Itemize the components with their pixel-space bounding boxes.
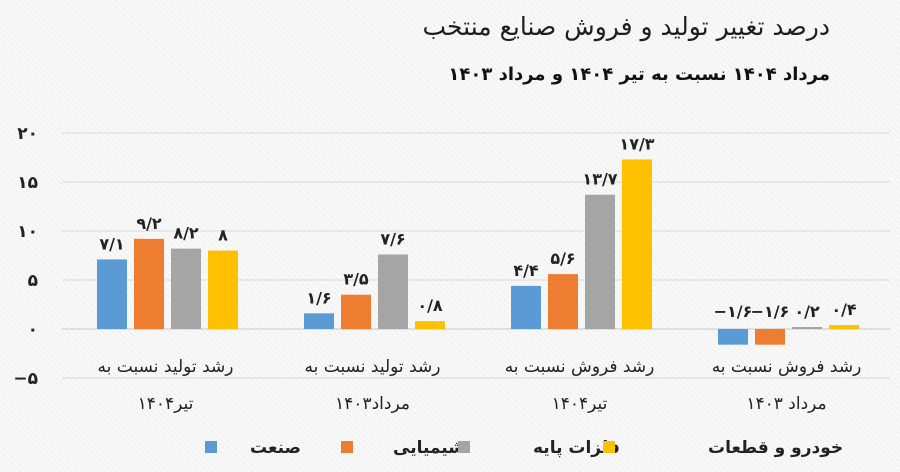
- legend-swatch-0: [205, 441, 217, 453]
- bar-0-2: [171, 248, 201, 329]
- legend-label: شیمیایی: [393, 438, 465, 458]
- data-label: ۱۳/۷: [582, 170, 617, 189]
- data-label: −۱/۶: [751, 302, 790, 321]
- legend-label: خودرو و قطعات: [708, 438, 843, 458]
- category-label-line1: رشد تولید نسبت به: [98, 357, 234, 377]
- bar-1-3: [415, 321, 445, 329]
- y-tick-label: ۵: [28, 271, 38, 291]
- bar-1-2: [378, 254, 408, 329]
- data-label: ۷/۶: [380, 230, 405, 249]
- category-label-line1: رشد تولید نسبت به: [305, 357, 441, 377]
- legend-swatch-3: [603, 441, 615, 453]
- bar-1-1: [341, 294, 371, 329]
- data-label: ۴/۴: [513, 261, 539, 280]
- legend-label: صنعت: [250, 438, 301, 458]
- y-tick-label: −۵: [13, 369, 38, 389]
- bar-2-0: [511, 285, 541, 329]
- category-label-line2: تیر۱۴۰۴: [552, 394, 608, 414]
- data-label: ۹/۲: [136, 214, 162, 233]
- category-label-line2: تیر۱۴۰۴: [138, 394, 194, 414]
- category-label-line1: رشد فروش نسبت به: [712, 357, 862, 377]
- data-label: ۵/۶: [550, 249, 575, 268]
- y-tick-label: ۱۵: [17, 173, 38, 193]
- bar-0-3: [208, 250, 238, 329]
- bar-3-2: [792, 327, 822, 329]
- bar-0-0: [97, 259, 127, 329]
- data-label: ۰/۴: [831, 300, 857, 319]
- category-label-line2: مرداد ۱۴۰۳: [746, 394, 826, 414]
- bar-1-0: [304, 313, 334, 329]
- chart-title: درصد تغییر تولید و فروش صنایع منتخب: [422, 12, 830, 41]
- bar-0-1: [134, 238, 164, 329]
- bar-3-0: [718, 329, 748, 345]
- y-tick-label: ۰: [28, 320, 38, 340]
- data-label: ۱/۶: [306, 288, 331, 307]
- bar-3-1: [755, 329, 785, 345]
- y-tick-label: ۲۰: [17, 124, 38, 144]
- chart-subtitle: مرداد ۱۴۰۴ نسبت به تیر ۱۴۰۴ و مرداد ۱۴۰۳: [448, 64, 830, 85]
- bar-2-3: [622, 159, 652, 329]
- data-label: ۰/۲: [794, 302, 820, 321]
- data-label: ۸: [218, 226, 228, 245]
- data-label: ۸/۲: [173, 224, 199, 243]
- legend-swatch-1: [341, 441, 353, 453]
- data-label: ۱۷/۳: [619, 134, 654, 153]
- legend-swatch-2: [458, 441, 470, 453]
- category-label-line1: رشد فروش نسبت به: [505, 357, 655, 377]
- y-tick-label: ۱۰: [17, 222, 38, 242]
- bar-2-1: [548, 274, 578, 329]
- data-label: ۰/۸: [417, 296, 443, 315]
- bar-3-3: [829, 325, 859, 329]
- data-label: ۷/۱: [99, 234, 124, 253]
- category-label-line2: مرداد۱۴۰۳: [335, 394, 410, 414]
- bar-2-2: [585, 194, 615, 329]
- legend-label: فلزات پایه: [533, 438, 620, 458]
- data-label: −۱/۶: [714, 302, 753, 321]
- data-label: ۳/۵: [343, 270, 369, 289]
